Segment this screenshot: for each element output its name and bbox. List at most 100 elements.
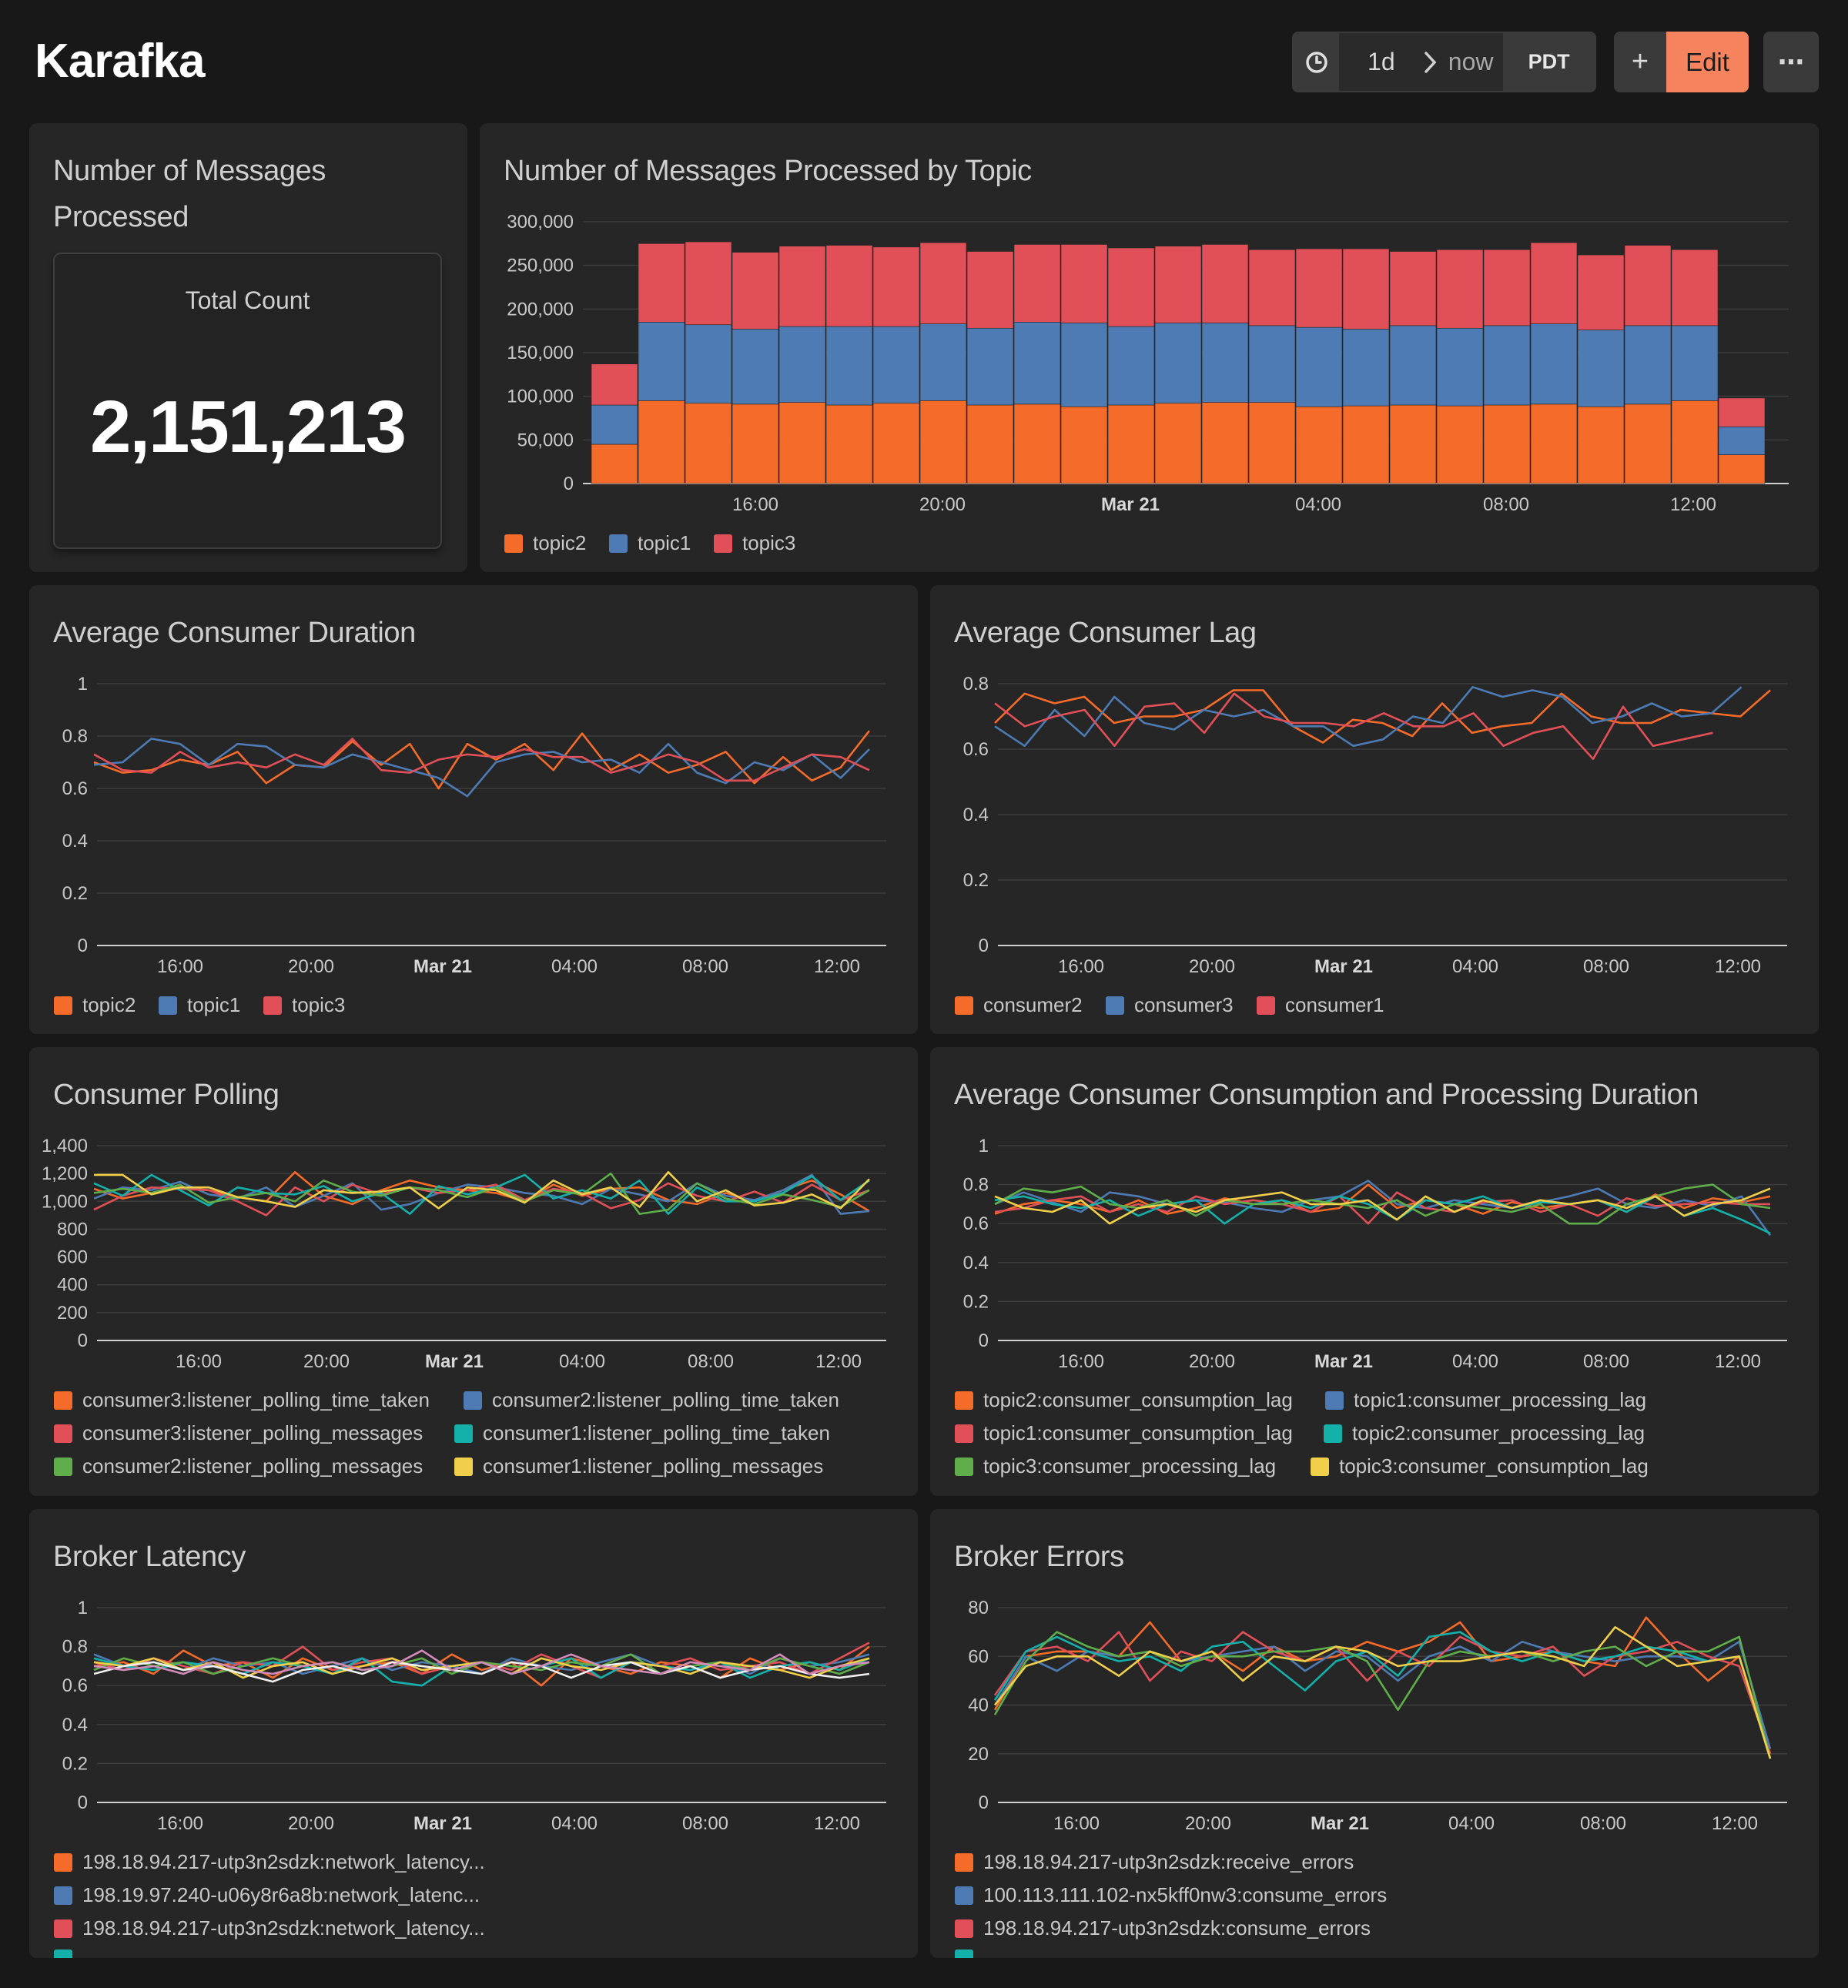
panel-consumer-lag: Average Consumer Lag 0 0.2 0.4 0.6 0.8 16:00 2…: [930, 585, 1819, 1034]
legend: consumer3:listener_polling_time_taken co…: [54, 1388, 909, 1488]
line-chart: 0 0.2 0.4 0.6 0.8 16:00 20:00 Mar 21 04:00 08:00 1…: [963, 674, 1787, 977]
legend-item-partial[interactable]: [955, 1950, 983, 1958]
legend-item[interactable]: topic1:consumer_consumption_lag: [955, 1421, 1293, 1445]
bar-segment: [966, 251, 1014, 329]
legend-swatch: [263, 996, 282, 1015]
bar-segment: [1577, 254, 1625, 330]
bar-segment: [919, 400, 967, 484]
legend-item[interactable]: consumer3:listener_polling_time_taken: [54, 1388, 430, 1412]
legend-item[interactable]: consumer1:listener_polling_time_taken: [454, 1421, 830, 1445]
series-line: [94, 1171, 870, 1210]
y-tick-label: 20: [968, 1744, 989, 1765]
y-tick-label: 600: [57, 1247, 88, 1268]
legend-item[interactable]: consumer1: [1257, 993, 1384, 1017]
more-group: ⋯: [1763, 32, 1819, 92]
more-options-button[interactable]: ⋯: [1763, 32, 1819, 92]
clock-icon[interactable]: [1294, 33, 1340, 91]
legend-item[interactable]: topic3: [714, 531, 795, 555]
range-value[interactable]: 1d: [1368, 48, 1395, 75]
legend-item[interactable]: topic1:consumer_processing_lag: [1325, 1388, 1646, 1412]
bar-segment: [1389, 404, 1437, 484]
bar-segment: [1295, 248, 1343, 328]
legend-item[interactable]: topic2:consumer_consumption_lag: [955, 1388, 1293, 1412]
bar-segment: [732, 329, 779, 405]
legend-item[interactable]: 100.113.111.102-nx5kff0nw3:consume_error…: [955, 1883, 1387, 1907]
x-tick-label: 12:00: [1715, 1351, 1761, 1372]
legend-item[interactable]: topic2: [54, 993, 136, 1017]
panel-title: Number of Messages Processed: [53, 148, 326, 240]
legend-swatch: [955, 1457, 973, 1476]
legend-item[interactable]: consumer3: [1106, 993, 1234, 1017]
legend: topic2 topic1 topic3: [504, 531, 1813, 562]
bar-segment: [1013, 403, 1061, 484]
legend-swatch: [54, 1886, 72, 1905]
line-chart: 0 0.2 0.4 0.6 0.8 1 16:00 20:00 Mar 21 04:00 08:00…: [62, 1598, 886, 1834]
bar-segment: [591, 363, 638, 406]
legend-item[interactable]: topic3: [263, 993, 345, 1017]
legend-swatch: [1106, 996, 1124, 1015]
legend-swatch: [54, 1391, 72, 1410]
legend-item[interactable]: consumer1:listener_polling_messages: [454, 1454, 823, 1478]
legend-item[interactable]: 198.19.97.240-u06y8r6a8b:network_latenc.…: [54, 1883, 480, 1907]
legend-item[interactable]: consumer2:listener_polling_messages: [54, 1454, 423, 1478]
legend-item[interactable]: consumer3:listener_polling_messages: [54, 1421, 423, 1445]
x-tick-label: 08:00: [1583, 956, 1629, 977]
add-edit-group: + Edit: [1614, 32, 1749, 92]
bar-segment: [872, 246, 920, 327]
add-button[interactable]: +: [1614, 32, 1666, 92]
legend-swatch: [1311, 1457, 1329, 1476]
legend-item[interactable]: consumer2: [955, 993, 1083, 1017]
series-line: [993, 1626, 1772, 1759]
legend-item[interactable]: topic2: [504, 531, 586, 555]
legend-item[interactable]: topic3:consumer_consumption_lag: [1311, 1454, 1649, 1478]
legend-item[interactable]: 198.18.94.217-utp3n2sdzk:network_latency…: [54, 1850, 485, 1874]
legend-swatch: [955, 1919, 973, 1938]
series-line: [93, 738, 870, 798]
y-tick-label: 0.8: [963, 1175, 989, 1196]
legend-swatch: [54, 1457, 72, 1476]
y-tick-label: 1: [979, 1136, 989, 1156]
bar-segment: [1295, 326, 1343, 407]
bar-segment: [1483, 404, 1531, 484]
edit-button[interactable]: Edit: [1666, 32, 1749, 92]
y-tick-label: 0.4: [62, 831, 88, 852]
bar-segment: [872, 403, 920, 484]
y-tick-label: 300,000: [507, 212, 574, 233]
x-tick-label: 16:00: [1058, 1351, 1104, 1372]
range-end[interactable]: now: [1448, 48, 1494, 75]
legend-item[interactable]: topic3:consumer_processing_lag: [955, 1454, 1276, 1478]
bar-segment: [1060, 406, 1108, 484]
x-tick-label: 12:00: [815, 1351, 862, 1372]
legend-label: topic2:consumer_processing_lag: [1352, 1421, 1645, 1444]
legend-item[interactable]: topic1: [609, 531, 691, 555]
time-range-picker[interactable]: 1d now PDT: [1292, 32, 1596, 92]
panel-title-line: Number of Messages: [53, 155, 326, 187]
x-tick-label: 12:00: [1715, 956, 1761, 977]
legend-item[interactable]: 198.18.94.217-utp3n2sdzk:consume_errors: [955, 1916, 1371, 1940]
legend-item[interactable]: topic1: [159, 993, 240, 1017]
bar-segment: [1248, 249, 1296, 326]
y-tick-label: 80: [968, 1598, 989, 1618]
legend-swatch: [54, 1919, 72, 1938]
x-tick-label: 20:00: [919, 494, 966, 515]
legend-item[interactable]: 198.18.94.217-utp3n2sdzk:network_latency…: [54, 1916, 485, 1940]
x-tick-label: Mar 21: [413, 956, 472, 977]
bar-segment: [732, 252, 779, 330]
legend-label: topic2: [533, 531, 587, 554]
legend-item[interactable]: topic2:consumer_processing_lag: [1324, 1421, 1645, 1445]
series-line: [993, 1631, 1772, 1755]
bar-segment: [1013, 244, 1061, 323]
legend-label: consumer1:listener_polling_messages: [483, 1454, 824, 1478]
legend-item[interactable]: 198.18.94.217-utp3n2sdzk:receive_errors: [955, 1850, 1354, 1874]
panel-broker-errors: Broker Errors 0 20 40 60 80 16:00 20:00 Mar 21 0…: [930, 1509, 1819, 1958]
bar-segment: [1530, 242, 1578, 324]
x-tick-label: 20:00: [303, 1351, 350, 1372]
legend-label: consumer2:listener_polling_time_taken: [492, 1388, 839, 1411]
stat-label: Total Count: [185, 286, 310, 314]
legend-item-partial[interactable]: [54, 1950, 82, 1958]
legend-item[interactable]: consumer2:listener_polling_time_taken: [464, 1388, 839, 1412]
series-line: [93, 1173, 870, 1215]
bar-segment: [1107, 404, 1155, 484]
timezone-button[interactable]: PDT: [1503, 33, 1595, 91]
legend-swatch: [454, 1457, 473, 1476]
